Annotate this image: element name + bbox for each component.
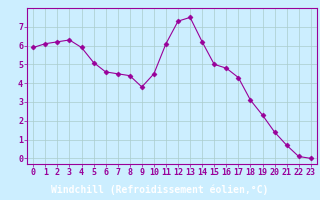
Text: Windchill (Refroidissement éolien,°C): Windchill (Refroidissement éolien,°C) bbox=[51, 185, 269, 195]
